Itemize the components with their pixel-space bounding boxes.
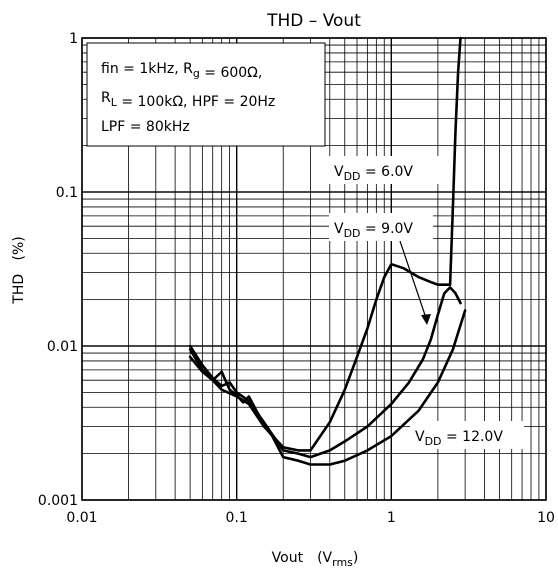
x-tick-label: 0.01 — [66, 510, 97, 526]
conditions-box: fin = 1kHz, Rg = 600Ω, RL = 100kΩ, HPF = … — [86, 42, 326, 147]
series-label-1: VDD = 6.0V — [334, 164, 413, 183]
conditions-box-bg — [86, 42, 326, 147]
series-label-bg-2 — [329, 213, 433, 241]
plot-frame — [81, 37, 547, 501]
x-tick-labels: 0.01 0.1 1 10 — [66, 510, 555, 526]
x-axis-label-close: ) — [353, 550, 358, 566]
x-axis-label-sub: rms — [332, 556, 353, 569]
x-tick-label: 10 — [537, 510, 555, 526]
series-curves — [188, 36, 467, 466]
x-tick-label: 1 — [387, 510, 396, 526]
y-tick-label: 1 — [69, 31, 78, 47]
x-axis-label-open: (V — [317, 550, 332, 566]
conditions-line-3: LPF = 80kHz — [101, 119, 190, 135]
y-tick-label: 0.001 — [38, 493, 78, 509]
series-label-bg-3 — [410, 421, 524, 449]
y-tick-label: 0.1 — [56, 185, 78, 201]
series-label-bg-1 — [329, 156, 443, 184]
series-2-leader-arrow — [421, 314, 431, 325]
y-axis-label: THD (%) — [11, 236, 27, 304]
conditions-line-1: fin = 1kHz, Rg = 600Ω, — [101, 61, 262, 81]
y-tick-labels: 0.001 0.01 0.1 1 — [38, 31, 78, 509]
series-2-leader-line — [399, 240, 428, 322]
chart-title: THD – Vout — [266, 11, 361, 31]
x-tick-label: 0.1 — [226, 510, 248, 526]
series-line-3 — [188, 309, 467, 466]
y-tick-label: 0.01 — [47, 339, 78, 355]
series-label-3: VDD = 12.0V — [415, 429, 503, 448]
series-label-2: VDD = 9.0V — [334, 221, 413, 240]
x-axis-label-quantity: Vout — [272, 550, 304, 566]
conditions-line-2: RL = 100kΩ, HPF = 20Hz — [101, 90, 275, 110]
x-axis-label: Vout (Vrms) — [272, 550, 359, 569]
series-labels: VDD = 6.0V VDD = 9.0V VDD = 12.0V — [329, 156, 524, 449]
